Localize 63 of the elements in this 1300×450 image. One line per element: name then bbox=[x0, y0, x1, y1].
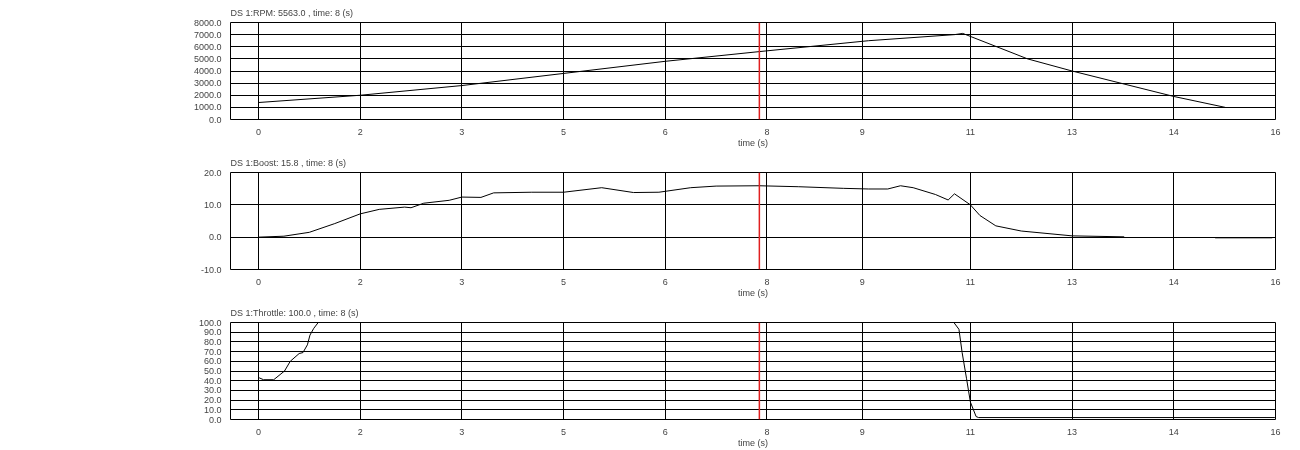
y-tick-label: 10.0 bbox=[203, 404, 222, 415]
y-tick-label: 70.0 bbox=[203, 346, 222, 357]
y-tick-label: 0.0 bbox=[208, 232, 222, 243]
x-tick-label: 3 bbox=[459, 126, 465, 137]
x-axis-title: time (s) bbox=[738, 287, 768, 298]
x-tick-label: 6 bbox=[662, 276, 668, 287]
y-tick-label: 6000.0 bbox=[193, 41, 222, 52]
x-tick-label: 11 bbox=[965, 276, 976, 287]
y-tick-label: 3000.0 bbox=[193, 78, 222, 89]
x-tick-label: 6 bbox=[662, 126, 668, 137]
x-tick-label: 13 bbox=[1067, 126, 1078, 137]
y-tick-label: 90.0 bbox=[203, 327, 222, 338]
chart-title: DS 1:RPM: 5563.0 , time: 8 (s) bbox=[230, 7, 354, 18]
y-tick-label: 2000.0 bbox=[193, 90, 222, 101]
x-tick-label: 5 bbox=[561, 426, 567, 437]
x-axis-title: time (s) bbox=[738, 137, 768, 148]
y-tick-label: 0.0 bbox=[208, 414, 222, 425]
x-tick-label: 2 bbox=[357, 276, 363, 287]
x-tick-label: 9 bbox=[859, 126, 865, 137]
y-tick-label: 1000.0 bbox=[193, 102, 222, 113]
y-tick-label: 10.0 bbox=[203, 199, 222, 210]
y-tick-label: 60.0 bbox=[203, 356, 222, 367]
x-tick-label: 2 bbox=[357, 426, 363, 437]
y-tick-label: 4000.0 bbox=[193, 66, 222, 76]
y-tick-label: 40.0 bbox=[203, 375, 222, 386]
x-tick-label: 0 bbox=[255, 276, 261, 287]
chart-title: DS 1:Throttle: 100.0 , time: 8 (s) bbox=[230, 307, 359, 318]
y-tick-label: 5000.0 bbox=[193, 53, 222, 64]
x-tick-label: 0 bbox=[255, 126, 261, 137]
x-tick-label: 2 bbox=[357, 126, 363, 137]
x-tick-label: 11 bbox=[965, 126, 976, 137]
y-tick-label: 30.0 bbox=[203, 385, 222, 396]
x-tick-label: 13 bbox=[1067, 426, 1078, 437]
x-tick-label: 8 bbox=[764, 126, 770, 137]
x-tick-label: 13 bbox=[1067, 276, 1078, 287]
x-tick-label: 9 bbox=[859, 276, 865, 287]
x-tick-label: 14 bbox=[1168, 126, 1179, 137]
y-tick-label: 50.0 bbox=[203, 366, 222, 376]
x-tick-label: 5 bbox=[561, 126, 567, 137]
x-tick-label: 6 bbox=[662, 426, 668, 437]
y-tick-label: 8000.0 bbox=[193, 17, 222, 28]
y-tick-label: 20.0 bbox=[203, 167, 222, 178]
x-tick-label: 0 bbox=[255, 426, 261, 437]
y-tick-label: 80.0 bbox=[203, 336, 222, 347]
chart-title: DS 1:Boost: 15.8 , time: 8 (s) bbox=[230, 157, 347, 168]
y-tick-label: 20.0 bbox=[203, 395, 222, 406]
x-tick-label: 16 bbox=[1270, 126, 1281, 137]
x-axis-title: time (s) bbox=[738, 437, 768, 448]
y-tick-label: 100.0 bbox=[198, 317, 222, 328]
x-tick-label: 14 bbox=[1168, 426, 1179, 437]
x-tick-label: 16 bbox=[1270, 276, 1281, 287]
x-tick-label: 11 bbox=[965, 426, 976, 437]
x-tick-label: 16 bbox=[1270, 426, 1281, 437]
x-tick-label: 3 bbox=[459, 276, 465, 287]
x-tick-label: 8 bbox=[764, 426, 770, 437]
x-tick-label: 9 bbox=[859, 426, 865, 437]
x-tick-label: 14 bbox=[1168, 276, 1179, 287]
x-tick-label: 5 bbox=[561, 276, 567, 287]
y-tick-label: 0.0 bbox=[208, 114, 222, 125]
x-tick-label: 3 bbox=[459, 426, 465, 437]
y-tick-label: -10.0 bbox=[200, 264, 222, 275]
x-tick-label: 8 bbox=[764, 276, 770, 287]
y-tick-label: 7000.0 bbox=[193, 29, 222, 40]
